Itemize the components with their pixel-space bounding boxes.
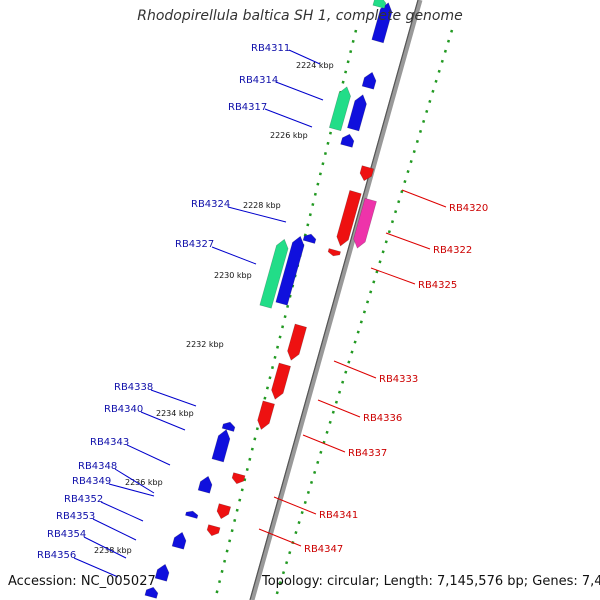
ruler-label: 2238 kbp <box>94 546 132 555</box>
forward-gene-arrow <box>197 475 213 494</box>
gene-label-forward: RB4349 <box>72 476 111 487</box>
ruler-labels: 2224 kbp 2226 kbp 2228 kbp 2230 kbp 2232… <box>94 61 334 555</box>
gene-label-forward: RB4324 <box>191 199 230 210</box>
genome-backbone-edge <box>249 0 419 600</box>
reverse-gene-arrow <box>231 472 246 485</box>
ruler-label: 2230 kbp <box>214 271 252 280</box>
gene-label-forward: RB4348 <box>78 461 117 472</box>
forward-gene-arrow <box>171 531 187 550</box>
gene-label-forward: RB4354 <box>47 529 86 540</box>
genome-backbone <box>249 0 423 600</box>
ruler-label: 2236 kbp <box>125 478 163 487</box>
reverse-gene-arrow <box>271 362 291 400</box>
ruler-label: 2234 kbp <box>156 409 194 418</box>
gene-label-reverse: RB4336 <box>363 413 402 424</box>
genome-title: Rhodopirellula baltica SH 1, complete ge… <box>137 8 463 24</box>
gene-label-forward: RB4343 <box>90 437 129 448</box>
feature-layer <box>144 0 393 599</box>
reverse-gene-arrow <box>336 190 362 247</box>
reverse-gene-arrow <box>287 323 307 361</box>
forward-gene-arrow <box>361 71 377 90</box>
forward-gene-arrow <box>211 429 231 463</box>
rna-feature-arrow <box>259 238 289 309</box>
forward-gene-arrow <box>144 586 159 599</box>
reverse-gene-arrow <box>327 248 341 257</box>
forward-gene-arrow <box>154 563 170 582</box>
gene-label-reverse: RB4325 <box>418 280 457 291</box>
forward-gene-arrow <box>185 510 199 519</box>
forward-gene-arrow <box>371 2 393 44</box>
rna-feature-arrow <box>353 197 377 249</box>
ruler-label: 2228 kbp <box>243 201 281 210</box>
gene-label-forward: RB4340 <box>104 404 143 415</box>
reverse-gene-labels: RB4320 RB4322 RB4325 RB4333 RB4336 RB433… <box>258 189 488 555</box>
gene-label-reverse: RB4341 <box>319 510 358 521</box>
gene-label-forward: RB4352 <box>64 494 103 505</box>
gene-label-forward: RB4311 <box>251 43 290 54</box>
forward-gene-labels: RB4311 RB4314 RB4317 RB4324 RB4327 RB433… <box>37 43 324 578</box>
reverse-gene-arrow <box>216 503 232 520</box>
forward-gene-arrow <box>302 233 317 244</box>
gene-label-forward: RB4314 <box>239 75 278 86</box>
reverse-gene-arrow <box>359 165 375 182</box>
reverse-gene-arrow <box>257 400 275 430</box>
gene-label-forward: RB4327 <box>175 239 214 250</box>
gene-label-reverse: RB4347 <box>304 544 343 555</box>
forward-gene-arrow <box>340 133 355 148</box>
gene-label-forward: RB4338 <box>114 382 153 393</box>
genome-summary-text: Topology: circular; Length: 7,145,576 bp… <box>262 574 600 589</box>
reverse-gene-arrow <box>206 524 221 537</box>
gene-label-forward: RB4317 <box>228 102 267 113</box>
gene-label-forward: RB4356 <box>37 550 76 561</box>
accession-text: Accession: NC_005027 <box>8 574 156 589</box>
ruler-label: 2224 kbp <box>296 61 334 70</box>
forward-gene-arrow <box>347 94 367 132</box>
gene-label-reverse: RB4333 <box>379 374 418 385</box>
ruler-label: 2226 kbp <box>270 131 308 140</box>
gene-label-reverse: RB4320 <box>449 203 488 214</box>
rna-feature-arrow <box>328 86 351 132</box>
rna-feature-arrow <box>372 0 387 9</box>
forward-gene-arrow <box>275 235 305 306</box>
ruler-label: 2232 kbp <box>186 340 224 349</box>
forward-gene-arrow <box>221 421 236 432</box>
gene-label-forward: RB4353 <box>56 511 95 522</box>
gene-label-reverse: RB4322 <box>433 245 472 256</box>
gene-label-reverse: RB4337 <box>348 448 387 459</box>
